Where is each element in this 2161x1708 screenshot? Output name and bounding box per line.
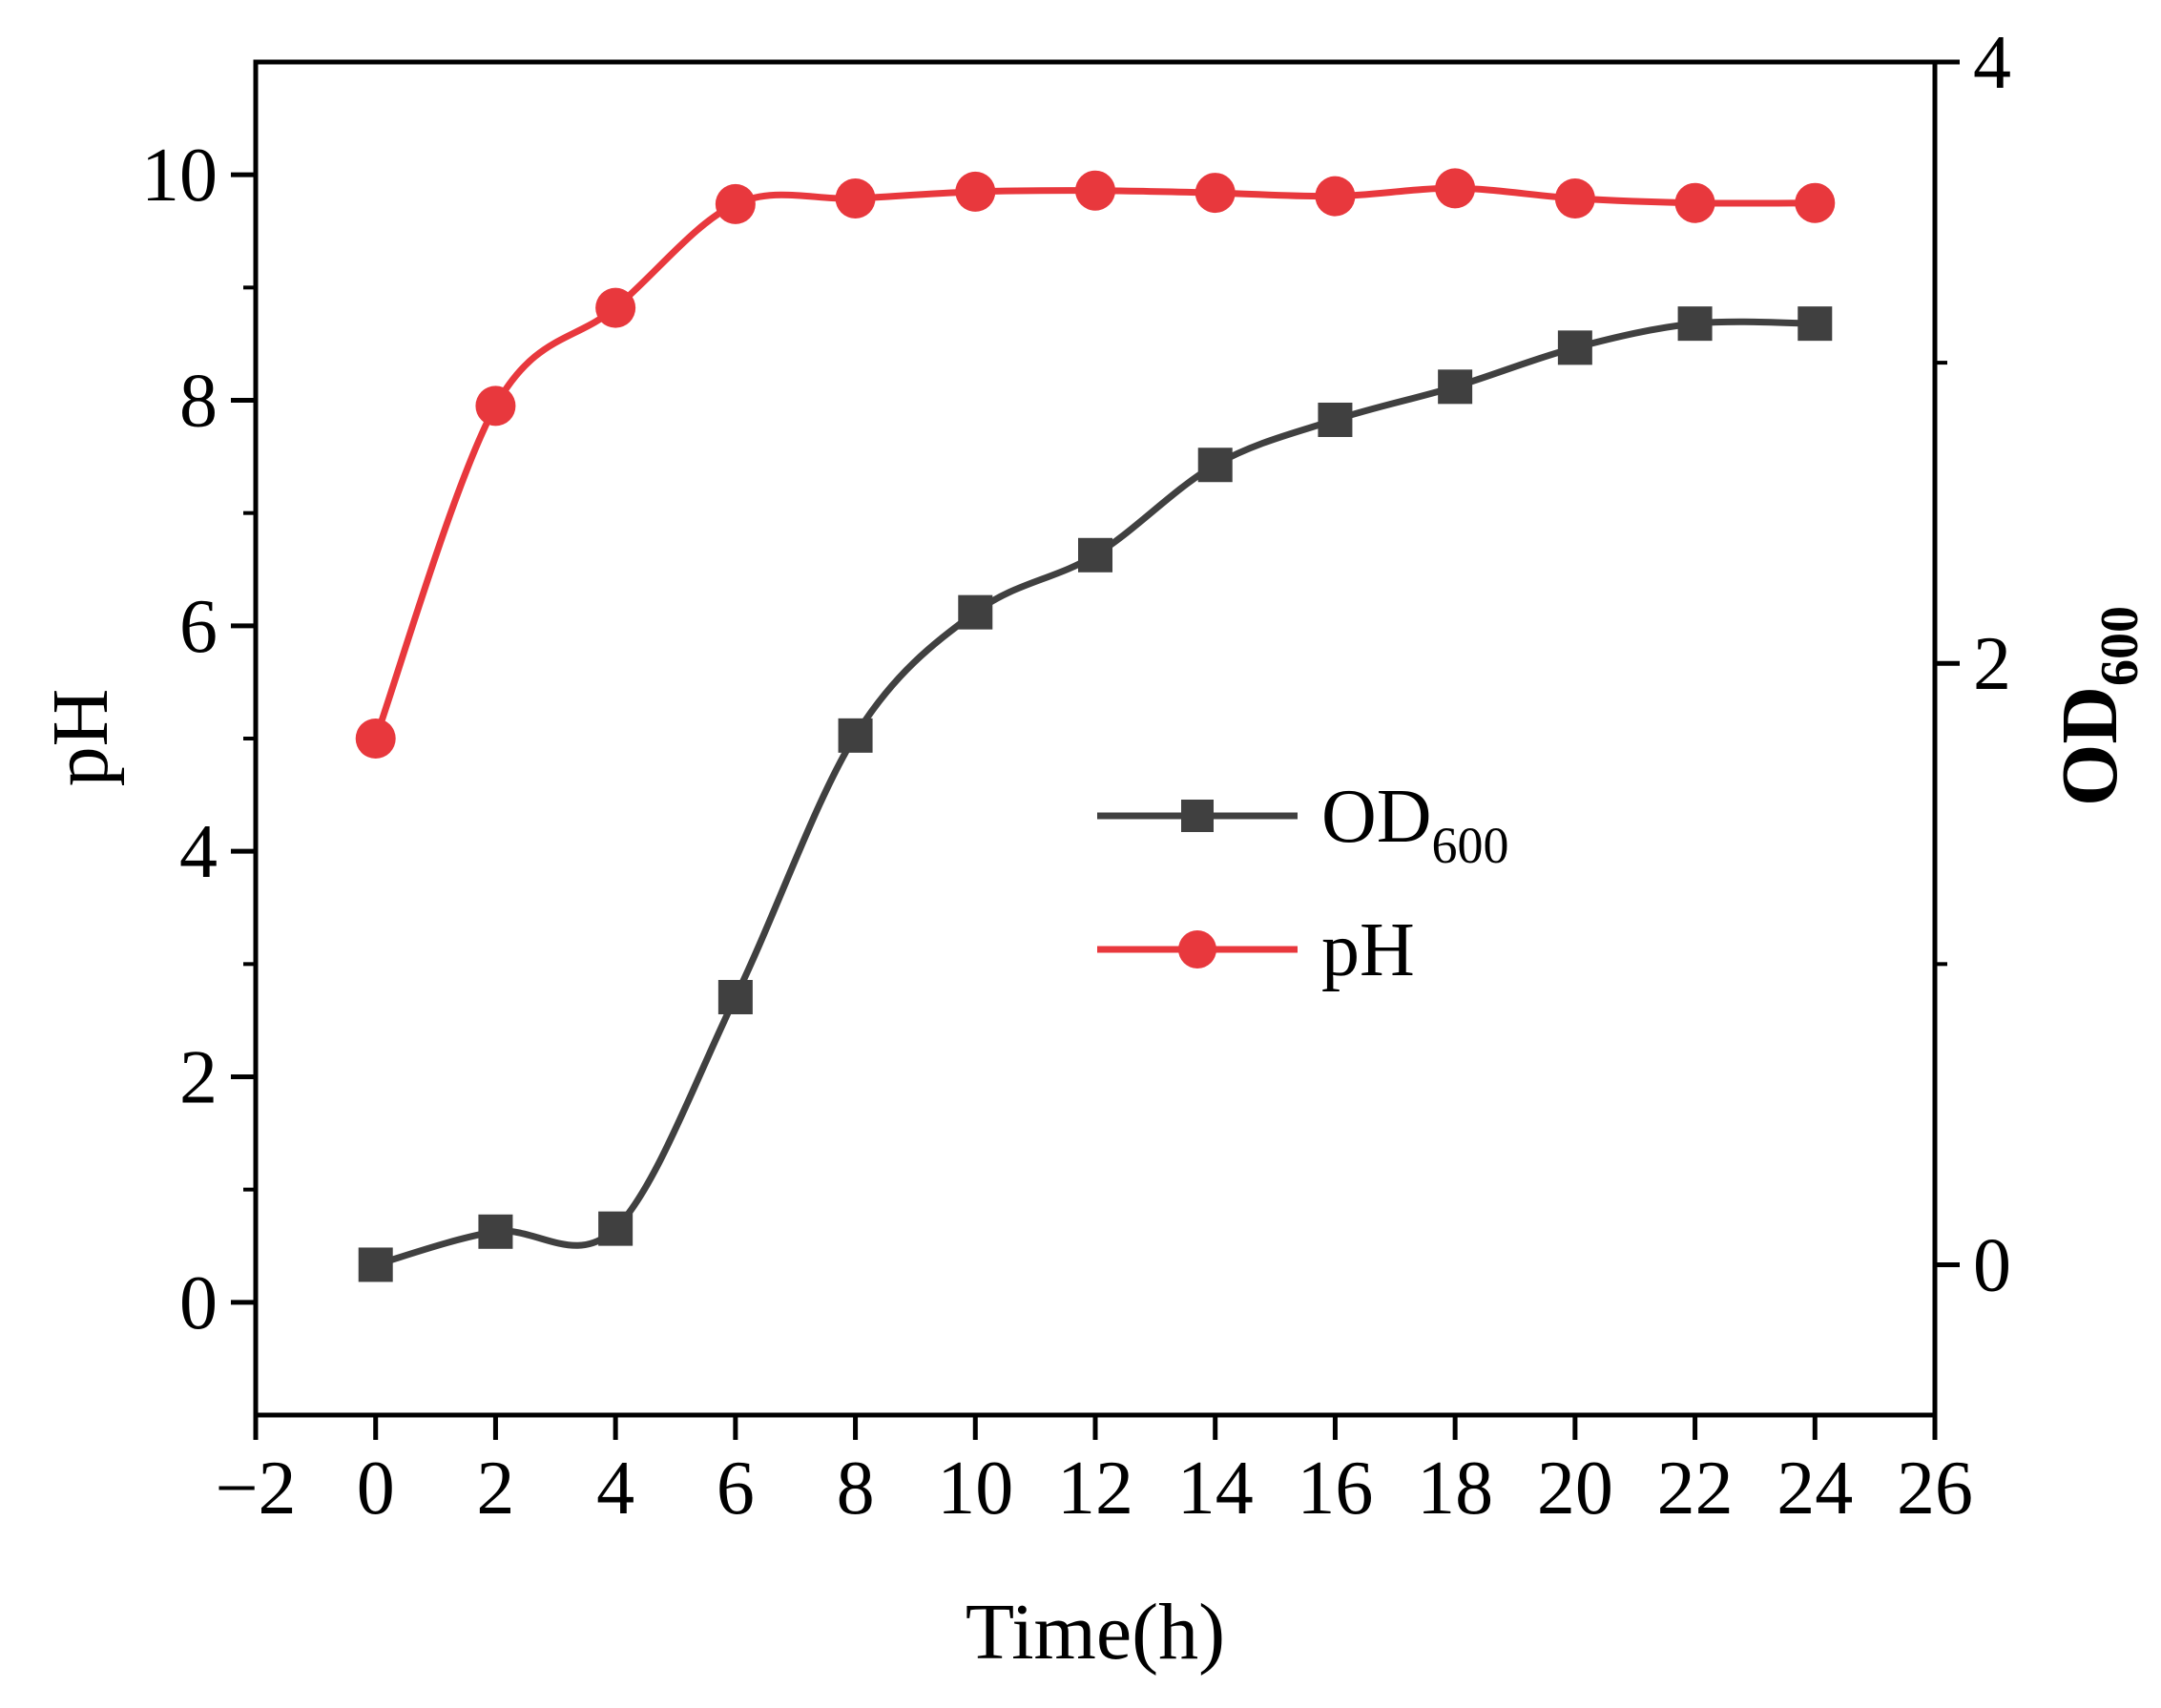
series-od600-point xyxy=(838,718,873,753)
x-tick-label: 24 xyxy=(1777,1447,1853,1531)
x-tick-label: 6 xyxy=(717,1447,755,1531)
legend-od600-label-main: OD xyxy=(1321,775,1432,859)
x-tick-label: −2 xyxy=(215,1447,296,1531)
series-od600-point xyxy=(358,1247,393,1282)
series-od600-point xyxy=(958,594,993,630)
x-tick-label: 14 xyxy=(1177,1447,1254,1531)
left-axis-label: pH xyxy=(36,689,125,787)
left-y-tick-label: 8 xyxy=(179,360,218,444)
right-y-tick-label: 0 xyxy=(1973,1223,2011,1307)
series-ph-point xyxy=(595,287,636,328)
x-tick-label: 12 xyxy=(1057,1447,1133,1531)
series-od600-point xyxy=(1318,402,1353,437)
series-ph-point xyxy=(715,183,756,224)
series-od600-point xyxy=(478,1214,513,1249)
right-axis-label-sub: 600 xyxy=(2090,606,2150,686)
series-ph xyxy=(355,168,1836,759)
series-ph-point xyxy=(355,719,396,759)
x-tick-label: 10 xyxy=(937,1447,1013,1531)
series-ph-point xyxy=(1795,182,1836,223)
series-od600-point xyxy=(1078,537,1112,573)
series-od600-point xyxy=(1797,306,1833,342)
legend-od600-label-sub: 600 xyxy=(1432,817,1509,874)
series-ph-point xyxy=(1315,176,1356,217)
series-od600-point xyxy=(1557,330,1592,365)
x-tick-label: 22 xyxy=(1657,1447,1734,1531)
left-y-tick-label: 0 xyxy=(179,1261,218,1345)
plot-frame xyxy=(253,59,1938,1418)
x-tick-label: 26 xyxy=(1897,1447,1973,1531)
series-od600-point xyxy=(717,979,753,1014)
x-tick-label: 0 xyxy=(357,1447,395,1531)
series-od600 xyxy=(358,306,1833,1282)
left-y-tick-label: 10 xyxy=(141,134,218,218)
series-ph-point xyxy=(955,171,996,212)
series-ph-point xyxy=(1075,170,1115,211)
left-y-tick-label: 2 xyxy=(179,1036,218,1120)
right-axis-label: OD600 xyxy=(2046,606,2150,806)
legend-od600-marker xyxy=(1181,800,1214,832)
legend-ph-label: pH xyxy=(1321,908,1415,992)
legend-item-ph: pH xyxy=(1097,908,1415,992)
series-od600-point xyxy=(598,1211,634,1246)
series-ph-point xyxy=(1435,168,1476,209)
series-od600-point xyxy=(1438,369,1473,405)
x-tick-label: 18 xyxy=(1417,1447,1493,1531)
x-tick-label: 20 xyxy=(1537,1447,1613,1531)
legend-item-od600: OD600 xyxy=(1097,775,1509,874)
x-tick-label: 16 xyxy=(1297,1447,1373,1531)
series-ph-point xyxy=(1554,177,1595,219)
series-ph-point xyxy=(835,177,876,219)
legend-ph-marker xyxy=(1178,930,1216,969)
series-od600-point xyxy=(1197,448,1233,483)
legend-od600-label: OD600 xyxy=(1321,775,1509,874)
x-tick-label: 4 xyxy=(596,1447,634,1531)
left-y-tick-label: 4 xyxy=(179,810,218,894)
x-tick-label: 2 xyxy=(476,1447,514,1531)
series-layer xyxy=(355,168,1836,1282)
right-axis-label-main: OD xyxy=(2046,686,2134,806)
series-ph-point xyxy=(1674,182,1715,223)
legend: OD600 pH xyxy=(1097,775,1509,992)
x-tick-label: 8 xyxy=(837,1447,875,1531)
x-axis-label: Time(h) xyxy=(966,1588,1225,1677)
series-ph-point xyxy=(1195,173,1236,214)
series-od600-point xyxy=(1677,306,1713,342)
left-y-tick-label: 6 xyxy=(179,585,218,669)
right-y-tick-label: 2 xyxy=(1973,622,2011,706)
right-y-tick-label: 4 xyxy=(1973,21,2011,105)
series-ph-point xyxy=(475,385,516,427)
